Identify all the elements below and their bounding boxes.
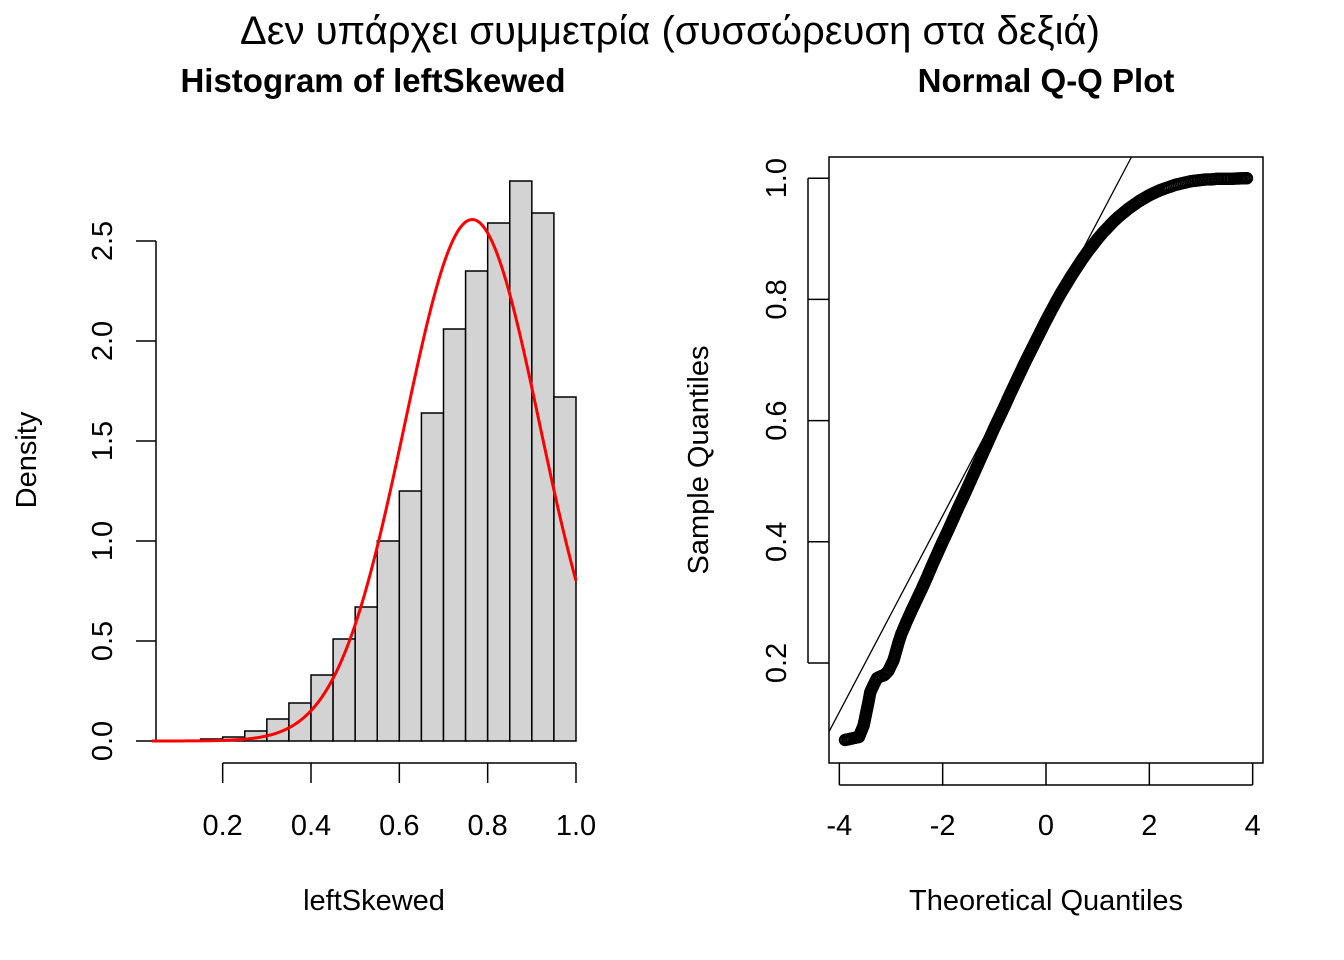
qq-plot-panel: Normal Q-Q Plot Theoretical Quantiles Sa… <box>683 62 1264 917</box>
histogram-bar <box>398 490 423 742</box>
histogram-x-tick-label: 0.2 <box>203 810 243 842</box>
histogram-x-tick-label: 0.8 <box>468 810 508 842</box>
qq-point <box>1239 172 1252 185</box>
histogram-y-tick-label: 2.5 <box>87 221 119 261</box>
figure-title: Δεν υπάρχει συμμετρία (συσσώρευση στα δε… <box>240 9 1100 53</box>
qq-x-tick-label: -2 <box>930 810 956 842</box>
histogram-y-axis: 0.0 0.5 1.0 1.5 2.0 2.5 <box>87 221 157 761</box>
histogram-y-tick-label: 0.5 <box>87 621 119 661</box>
histogram-x-axis: 0.2 0.4 0.6 0.8 1.0 <box>203 762 596 842</box>
qq-plot-ylabel: Sample Quantiles <box>683 346 715 575</box>
histogram-bar <box>376 540 401 742</box>
histogram-y-tick-label: 0.0 <box>87 721 119 761</box>
qq-x-axis: -4 -2 0 2 4 <box>826 763 1261 842</box>
histogram-bar <box>442 328 467 742</box>
qq-y-tick-label: 1.0 <box>761 158 793 198</box>
histogram-bar <box>354 606 378 742</box>
qq-y-tick-label: 0.6 <box>761 400 793 440</box>
histogram-x-tick-label: 0.4 <box>291 810 331 842</box>
histogram-bars <box>199 180 577 742</box>
qq-plot-xlabel: Theoretical Quantiles <box>909 885 1183 917</box>
qq-plot-title: Normal Q-Q Plot <box>918 62 1175 99</box>
qq-x-tick-label: 4 <box>1245 810 1261 842</box>
density-curve <box>152 217 578 743</box>
qq-y-tick-label: 0.2 <box>761 643 793 683</box>
qq-point <box>1218 172 1232 186</box>
qq-y-axis: 0.2 0.4 0.6 0.8 1.0 <box>761 158 829 683</box>
histogram-bar <box>509 180 533 742</box>
histogram-y-tick-label: 1.0 <box>87 521 119 561</box>
histogram-bar <box>464 270 489 742</box>
qq-x-tick-label: -4 <box>826 810 852 842</box>
histogram-title: Histogram of leftSkewed <box>180 62 565 99</box>
qq-x-tick-label: 0 <box>1038 810 1054 842</box>
histogram-bar <box>420 412 445 742</box>
qq-y-tick-label: 0.8 <box>761 279 793 319</box>
qq-point <box>870 673 883 686</box>
histogram-y-tick-label: 1.5 <box>87 421 119 461</box>
qq-points <box>838 172 1254 747</box>
histogram-bar <box>486 222 511 742</box>
histogram-y-tick-label: 2.0 <box>87 321 119 361</box>
qq-x-tick-label: 2 <box>1141 810 1157 842</box>
histogram-xlabel: leftSkewed <box>303 885 445 917</box>
qq-y-tick-label: 0.4 <box>761 522 793 562</box>
histogram-x-tick-label: 1.0 <box>556 810 596 842</box>
histogram-bar <box>553 396 577 742</box>
histogram-ylabel: Density <box>11 411 43 508</box>
density-curve-group <box>152 217 578 743</box>
histogram-x-tick-label: 0.6 <box>379 810 419 842</box>
histogram-panel: Histogram of leftSkewed leftSkewed Densi… <box>11 62 596 917</box>
